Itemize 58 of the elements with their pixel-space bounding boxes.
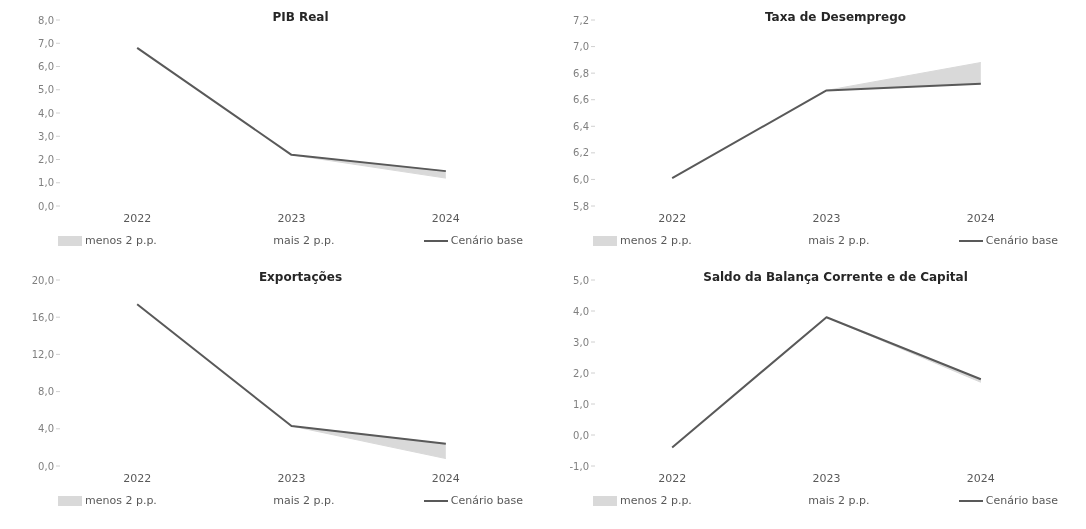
chart-title: PIB Real: [271, 10, 330, 24]
legend-label: menos 2 p.p.: [620, 494, 692, 507]
x-tick-label: 2023: [812, 471, 841, 485]
legend-label: menos 2 p.p.: [85, 234, 157, 247]
legend-label: Cenário base: [450, 234, 523, 247]
chart-title: Exportações: [257, 270, 344, 284]
x-tick-label: 2024: [431, 211, 460, 225]
y-tick-label: 4,0: [573, 305, 589, 317]
y-tick-label: 0,0: [573, 429, 589, 441]
y-tick-label: 2,0: [573, 367, 589, 379]
legend-label: Cenário base: [985, 494, 1058, 507]
y-tick-label: 0,0: [38, 200, 54, 212]
y-tick-label: 2,0: [38, 154, 54, 166]
y-tick-label: 5,8: [573, 200, 589, 212]
y-tick-label: 6,0: [38, 61, 54, 73]
y-tick-label: 5,0: [38, 84, 54, 96]
x-tick-label: 2024: [966, 471, 995, 485]
chart-title: Taxa de Desemprego: [764, 10, 907, 24]
text: mais 2 p.p.: [273, 234, 335, 247]
text: mais 2 p.p.: [273, 494, 335, 507]
x-tick-label: 2022: [658, 471, 687, 485]
legend-label: Cenário base: [450, 494, 523, 507]
legend-label: Cenário base: [985, 234, 1058, 247]
x-tick-label: 2024: [966, 211, 995, 225]
y-tick-label: 1,0: [573, 398, 589, 410]
y-tick-label: 6,6: [573, 94, 589, 106]
y-tick-label: 0,0: [38, 460, 54, 472]
y-tick-label: 6,2: [573, 147, 589, 159]
chart-title: Saldo da Balança Corrente e de Capital: [702, 270, 969, 284]
y-tick-label: 20,0: [31, 274, 54, 286]
y-tick-label: 4,0: [38, 423, 54, 435]
y-tick-label: 8,0: [38, 14, 54, 26]
legend-label: menos 2 p.p.: [620, 234, 692, 247]
x-tick-label: 2022: [658, 211, 687, 225]
x-tick-label: 2023: [277, 211, 306, 225]
y-tick-label: 1,0: [38, 177, 54, 189]
y-tick-label: 4,0: [38, 107, 54, 119]
y-tick-label: 6,0: [573, 173, 589, 185]
y-tick-label: 6,8: [573, 67, 589, 79]
y-tick-label: 12,0: [31, 348, 54, 360]
y-tick-label: 8,0: [38, 386, 54, 398]
legend-label: menos 2 p.p.: [85, 494, 157, 507]
y-tick-label: 6,4: [573, 120, 589, 132]
y-tick-label: 3,0: [38, 130, 54, 142]
x-tick-label: 2022: [123, 211, 152, 225]
y-tick-label: -1,0: [569, 460, 589, 472]
x-tick-label: 2024: [431, 471, 460, 485]
text: mais 2 p.p.: [808, 494, 870, 507]
y-tick-label: 3,0: [573, 336, 589, 348]
y-tick-label: 7,0: [38, 37, 54, 49]
y-tick-label: 7,2: [573, 14, 589, 26]
text: mais 2 p.p.: [808, 234, 870, 247]
y-tick-label: 16,0: [31, 311, 54, 323]
x-tick-label: 2022: [123, 471, 152, 485]
x-tick-label: 2023: [812, 211, 841, 225]
y-tick-label: 5,0: [573, 274, 589, 286]
x-tick-label: 2023: [277, 471, 306, 485]
y-tick-label: 7,0: [573, 41, 589, 53]
